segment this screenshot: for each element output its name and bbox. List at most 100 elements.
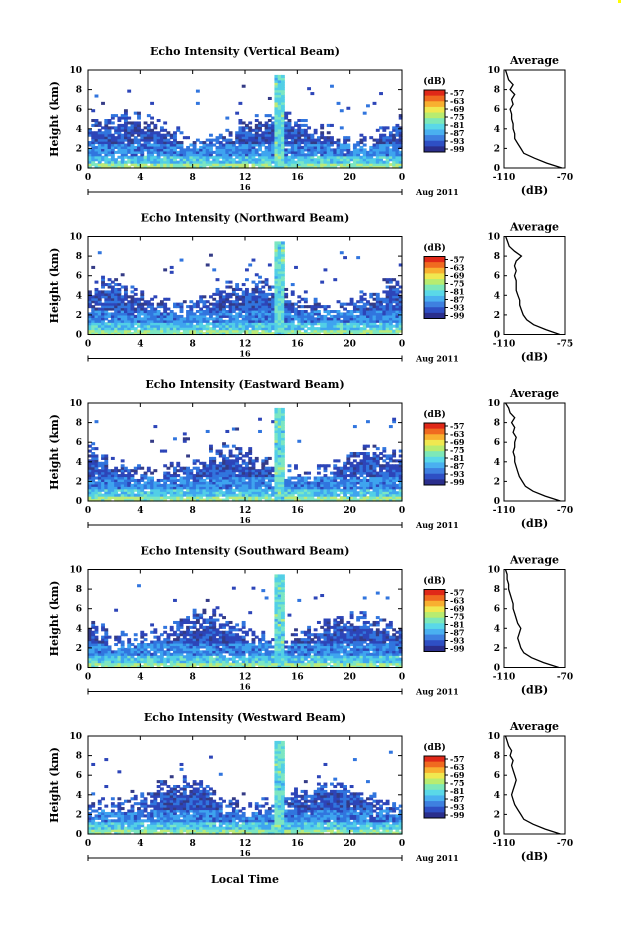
y-tick-label: 0: [76, 497, 82, 507]
heat-cell: [127, 638, 131, 641]
x-tick-label: 16: [291, 173, 304, 183]
heat-cell: [147, 467, 151, 470]
colorbar-swatch: [424, 107, 445, 113]
average-line: [506, 403, 561, 501]
heat-cell: [150, 477, 154, 480]
heat-cell: [288, 469, 292, 472]
avg-x-tick-label: -110: [493, 173, 516, 183]
day-marker: 16: [239, 182, 251, 192]
average-frame: [504, 237, 565, 335]
heat-cell: [382, 447, 386, 450]
heat-cell: [108, 645, 112, 648]
panel-2: Echo Intensity (Northward Beam)Height (k…: [48, 212, 573, 364]
y-axis-label: Height (km): [48, 414, 61, 490]
heat-cell: [281, 408, 285, 411]
heat-cell: [307, 87, 311, 90]
heat-cell: [281, 241, 285, 244]
avg-y-tick-label: 8: [494, 86, 500, 96]
heat-cell: [288, 112, 292, 115]
heat-cell: [124, 633, 128, 636]
y-tick-label: 2: [76, 477, 82, 487]
panel-4: Echo Intensity (Southward Beam)Height (k…: [48, 545, 573, 697]
colorbar-tick-label: -99: [450, 144, 465, 154]
heat-cell: [219, 450, 223, 453]
heat-cell: [101, 102, 105, 105]
heat-cell: [101, 623, 105, 626]
heat-cell: [307, 126, 311, 129]
heat-cell: [307, 472, 311, 475]
heat-cell: [235, 428, 239, 431]
heat-cell: [242, 85, 246, 88]
y-tick-label: 6: [76, 105, 82, 115]
heat-cell: [127, 90, 131, 93]
avg-y-tick-label: 4: [494, 458, 500, 468]
heat-cell: [376, 293, 380, 296]
heat-cell: [137, 112, 141, 115]
heat-cell: [170, 462, 174, 465]
date-label: Aug 2011: [415, 187, 459, 197]
heat-cell: [366, 420, 370, 423]
heat-cell: [95, 636, 99, 639]
day-marker: 16: [239, 515, 251, 525]
heat-cell: [330, 136, 334, 139]
heat-cell: [225, 117, 229, 120]
heat-cell: [255, 457, 259, 460]
heat-cell: [314, 298, 318, 301]
average-x-label: (dB): [521, 184, 548, 197]
colorbar-swatch: [424, 296, 445, 302]
y-tick-label: 0: [76, 331, 82, 341]
x-tick-label: 4: [137, 173, 143, 183]
heat-cell: [176, 462, 180, 465]
date-label: Aug 2011: [415, 354, 459, 364]
x-tick-label: 0: [85, 506, 91, 516]
heat-cell: [245, 278, 249, 281]
colorbar-swatch: [424, 307, 445, 313]
y-tick-label: 4: [76, 458, 82, 468]
panel-title: Echo Intensity (Eastward Beam): [145, 378, 344, 391]
heat-cell: [206, 263, 210, 266]
colorbar-swatch: [424, 118, 445, 124]
heat-cell: [337, 102, 341, 105]
y-tick-label: 10: [69, 399, 82, 409]
heatmap-cells: [88, 574, 403, 668]
heat-cell: [121, 459, 125, 462]
heat-cell: [235, 283, 239, 286]
heat-cell: [297, 440, 301, 443]
heat-cell: [288, 119, 292, 122]
heat-cell: [98, 251, 102, 254]
heat-cell: [170, 266, 174, 269]
heat-cell: [98, 121, 102, 124]
x-tick-label: 20: [343, 506, 356, 516]
heat-cell: [356, 256, 360, 259]
y-tick-label: 10: [69, 66, 82, 76]
heat-cell: [265, 278, 269, 281]
x-tick-label: 8: [190, 340, 196, 350]
heat-cell: [363, 136, 367, 139]
heat-cell: [340, 126, 344, 129]
heat-cell: [212, 268, 216, 271]
colorbar-swatch: [424, 101, 445, 107]
heat-cell: [340, 109, 344, 112]
heat-cell: [235, 112, 239, 115]
panel-title: Echo Intensity (Northward Beam): [141, 212, 350, 225]
average-x-label: (dB): [521, 517, 548, 530]
colorbar-swatch: [424, 268, 445, 274]
colorbar-unit: (dB): [423, 243, 445, 254]
heat-cell: [134, 288, 138, 291]
colorbar-swatch: [424, 434, 445, 440]
heat-cell: [209, 445, 213, 448]
colorbar: -57-63-69-75-81-87-93-99: [424, 421, 465, 487]
y-tick-label: 2: [76, 144, 82, 154]
heat-cell: [392, 450, 396, 453]
heat-cell: [95, 454, 99, 457]
heat-cell: [209, 134, 213, 137]
heat-cell: [229, 281, 233, 284]
heat-cell: [225, 430, 229, 433]
heat-cell: [91, 621, 95, 624]
heat-cell: [337, 139, 341, 142]
heat-cell: [350, 298, 354, 301]
y-tick-label: 4: [76, 291, 82, 301]
